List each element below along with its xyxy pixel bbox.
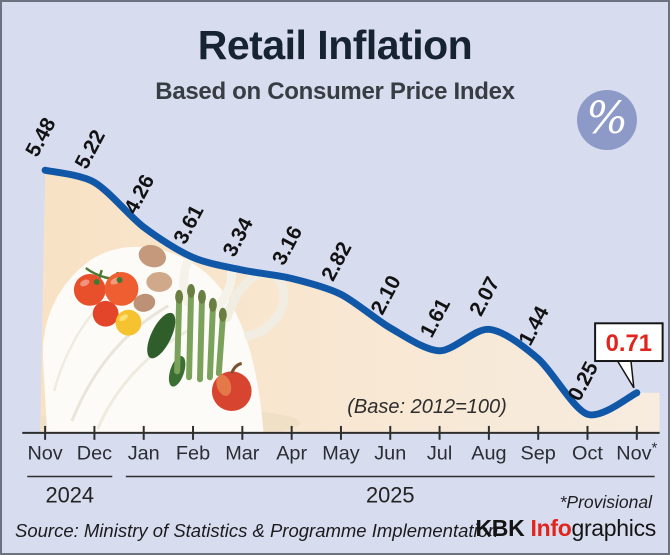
credit-kbk: KBK <box>475 515 531 541</box>
month-label: Apr <box>276 443 307 465</box>
percent-glyph: % <box>586 93 628 144</box>
potato-icon <box>138 244 166 268</box>
credit-logo: KBK Infographics <box>475 515 656 542</box>
value-label: 2.82 <box>317 238 356 285</box>
value-label: 5.22 <box>71 126 110 173</box>
inflation-line <box>41 166 641 419</box>
month-label: Jul <box>427 443 452 465</box>
month-label: May <box>322 443 360 465</box>
base-note: (Base: 2012=100) <box>347 396 507 418</box>
percent-badge-icon: % <box>577 90 637 150</box>
callout-box <box>594 322 664 363</box>
value-label: 2.07 <box>465 273 504 320</box>
tomato-icon <box>104 272 139 306</box>
bag-handle-icon <box>222 268 289 341</box>
value-label: 4.26 <box>120 171 159 218</box>
page-subtitle: Based on Consumer Price Index <box>155 78 515 105</box>
month-label: Feb <box>176 443 210 465</box>
potato-icon <box>146 272 173 292</box>
value-label: 3.16 <box>268 222 307 269</box>
year-label: 2024 <box>45 482 94 507</box>
source-note: Source: Ministry of Statistics & Program… <box>15 520 499 541</box>
credit-info: Info <box>530 515 572 541</box>
asparagus-icon <box>215 314 226 377</box>
month-label: Jun <box>374 443 406 465</box>
month-label: Jan <box>128 443 160 465</box>
cucumber-icon <box>147 312 176 359</box>
month-label: Oct <box>572 443 603 465</box>
asparagus-icon <box>206 304 216 381</box>
page-title: Retail Inflation <box>197 22 473 68</box>
month-label: Aug <box>471 443 506 465</box>
callout-pointer <box>615 359 635 389</box>
year-label: 2025 <box>366 482 415 507</box>
tomato-icon <box>92 300 119 327</box>
value-label: 2.10 <box>366 272 405 319</box>
highlight-value-label: 0.71 <box>606 330 652 357</box>
potato-icon <box>133 293 156 312</box>
credit-graphics: graphics <box>571 515 656 541</box>
value-label: 3.61 <box>169 201 208 248</box>
value-label: 0.25 <box>564 358 603 405</box>
month-label: Dec <box>77 443 112 465</box>
month-label: Mar <box>225 443 260 465</box>
value-label: 3.34 <box>219 214 259 261</box>
value-label: 5.48 <box>21 114 60 161</box>
provisional-footnote: *Provisional <box>559 492 652 512</box>
asparagus-icon <box>197 296 205 383</box>
month-label: Nov* <box>616 441 657 465</box>
tomato-icon <box>73 274 106 306</box>
value-label: 1.61 <box>416 295 455 342</box>
asparagus-icon <box>174 296 183 375</box>
value-label: 1.44 <box>514 302 554 349</box>
groceries-illustration <box>40 242 301 432</box>
asparagus-icon <box>186 290 195 381</box>
lemon-icon <box>115 309 142 336</box>
month-label: Sep <box>521 443 556 465</box>
month-label: Nov <box>27 443 62 465</box>
